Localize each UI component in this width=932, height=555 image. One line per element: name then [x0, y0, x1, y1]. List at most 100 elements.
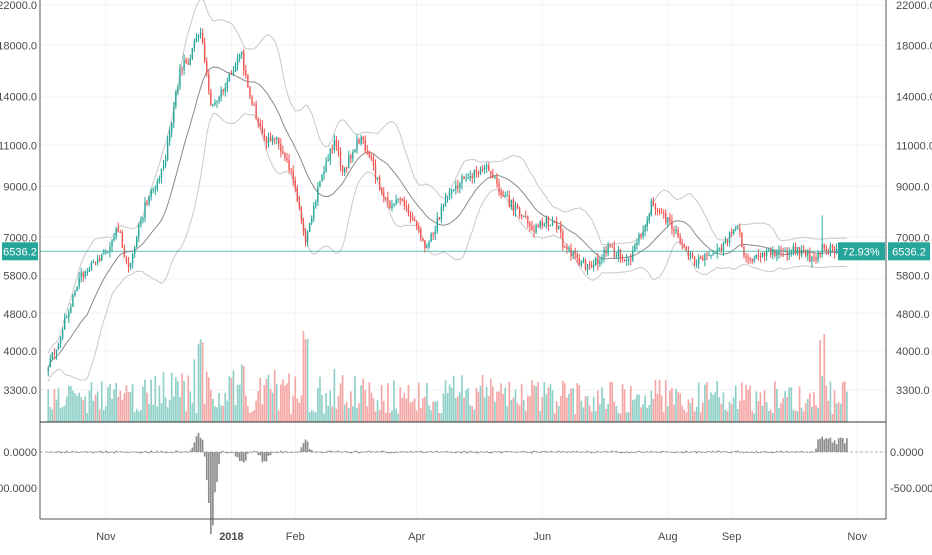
candle[interactable]: [197, 34, 200, 42]
candle[interactable]: [101, 253, 103, 262]
candle[interactable]: [537, 223, 539, 228]
candle-body[interactable]: [68, 312, 70, 318]
candle-body[interactable]: [833, 247, 836, 253]
candle[interactable]: [547, 215, 550, 231]
candle[interactable]: [485, 162, 488, 174]
candle-body[interactable]: [234, 64, 237, 72]
candle[interactable]: [539, 220, 541, 230]
candle[interactable]: [397, 198, 399, 204]
candle-body[interactable]: [749, 258, 751, 260]
candle[interactable]: [187, 58, 189, 65]
candle[interactable]: [732, 229, 735, 236]
candle-body[interactable]: [241, 51, 243, 55]
candle-body[interactable]: [560, 225, 562, 233]
candle-body[interactable]: [477, 172, 480, 175]
candle-body[interactable]: [348, 155, 350, 169]
candle[interactable]: [160, 168, 163, 184]
candle-body[interactable]: [543, 223, 546, 226]
candle[interactable]: [175, 89, 177, 110]
candle[interactable]: [693, 256, 696, 267]
candle-body[interactable]: [588, 264, 591, 266]
candle-body[interactable]: [671, 220, 673, 229]
candle-body[interactable]: [483, 167, 486, 170]
candle[interactable]: [280, 138, 282, 158]
candle[interactable]: [786, 247, 788, 261]
candle-body[interactable]: [123, 247, 126, 258]
candle[interactable]: [714, 252, 716, 255]
candle[interactable]: [127, 256, 130, 273]
candle[interactable]: [640, 233, 642, 240]
candle-body[interactable]: [831, 245, 834, 248]
candle-body[interactable]: [356, 139, 358, 150]
candle-body[interactable]: [800, 249, 803, 256]
candle[interactable]: [232, 66, 235, 77]
candle[interactable]: [109, 242, 111, 258]
candle[interactable]: [150, 188, 152, 201]
candle-body[interactable]: [679, 236, 681, 243]
candle-body[interactable]: [510, 199, 513, 208]
candle[interactable]: [794, 242, 797, 256]
candle-body[interactable]: [395, 199, 397, 205]
candle[interactable]: [438, 217, 441, 221]
candle-body[interactable]: [325, 161, 327, 171]
candle-body[interactable]: [424, 240, 426, 248]
candle[interactable]: [144, 197, 146, 223]
candle[interactable]: [440, 203, 443, 223]
candle[interactable]: [214, 99, 216, 106]
candle[interactable]: [494, 175, 496, 180]
candle-body[interactable]: [313, 206, 315, 219]
candle-body[interactable]: [763, 253, 766, 256]
candle-body[interactable]: [440, 207, 443, 220]
candle-body[interactable]: [82, 272, 84, 277]
candle[interactable]: [146, 200, 148, 206]
candle[interactable]: [695, 259, 698, 268]
candle-body[interactable]: [55, 349, 58, 354]
candle-body[interactable]: [434, 231, 436, 235]
candle-body[interactable]: [568, 247, 570, 249]
candle-body[interactable]: [438, 217, 441, 220]
candle[interactable]: [465, 173, 467, 182]
candle-body[interactable]: [786, 251, 788, 255]
candle[interactable]: [617, 245, 620, 262]
candle[interactable]: [407, 203, 410, 217]
candle-body[interactable]: [545, 218, 548, 224]
candle[interactable]: [726, 238, 729, 247]
candle-body[interactable]: [368, 151, 371, 158]
candle-body[interactable]: [508, 195, 511, 208]
candle[interactable]: [158, 175, 161, 184]
candle[interactable]: [125, 255, 128, 265]
candle-body[interactable]: [809, 252, 811, 262]
candle-body[interactable]: [249, 87, 251, 97]
candle[interactable]: [74, 289, 76, 297]
candle[interactable]: [601, 254, 603, 265]
candle[interactable]: [300, 206, 303, 225]
candle[interactable]: [504, 191, 506, 198]
candle-body[interactable]: [401, 199, 403, 201]
candle-body[interactable]: [327, 159, 329, 162]
candle-body[interactable]: [570, 247, 572, 256]
candle[interactable]: [805, 249, 807, 258]
candle-body[interactable]: [453, 189, 455, 191]
candle[interactable]: [576, 250, 578, 264]
candle[interactable]: [444, 193, 447, 207]
candle-body[interactable]: [253, 104, 255, 106]
candle-body[interactable]: [376, 177, 379, 179]
candle[interactable]: [302, 217, 305, 236]
candle-body[interactable]: [697, 257, 700, 264]
candle-body[interactable]: [504, 195, 506, 197]
candle[interactable]: [399, 196, 401, 206]
candle-body[interactable]: [304, 231, 307, 243]
candle-body[interactable]: [171, 122, 173, 132]
candle[interactable]: [228, 73, 231, 82]
candle[interactable]: [790, 249, 793, 257]
candle-body[interactable]: [704, 254, 706, 261]
candle-body[interactable]: [767, 250, 770, 252]
candle[interactable]: [625, 254, 628, 266]
candle[interactable]: [533, 224, 535, 238]
candle-body[interactable]: [49, 358, 51, 368]
candle[interactable]: [173, 101, 175, 128]
candle[interactable]: [51, 351, 54, 361]
candle-body[interactable]: [617, 249, 620, 256]
candle-body[interactable]: [761, 253, 764, 258]
candle[interactable]: [53, 347, 56, 360]
